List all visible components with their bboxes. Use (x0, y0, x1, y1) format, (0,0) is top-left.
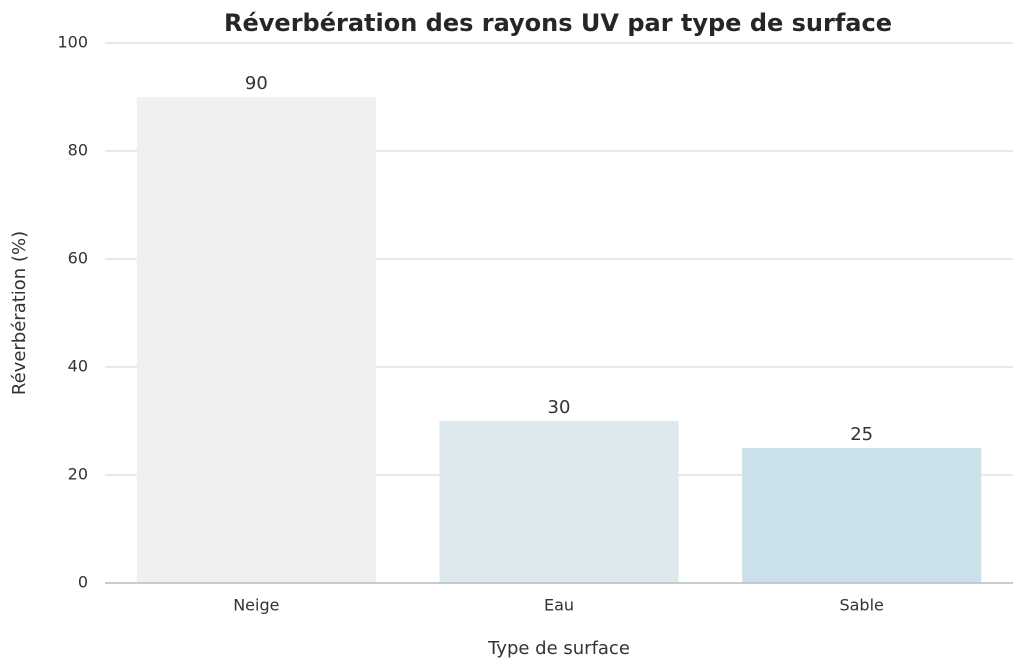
y-tick-label: 0 (78, 573, 88, 592)
x-tick-label: Eau (544, 596, 574, 615)
y-tick-label: 20 (68, 465, 88, 484)
value-label: 90 (245, 73, 268, 94)
y-tick-label: 100 (57, 33, 88, 52)
bar (136, 97, 376, 583)
value-label: 30 (548, 397, 571, 418)
value-label: 25 (850, 424, 873, 445)
chart-title: Réverbération des rayons UV par type de … (224, 9, 892, 37)
x-tick-label: Sable (839, 596, 883, 615)
y-tick-label: 40 (68, 357, 88, 376)
y-tick-label: 80 (68, 141, 88, 160)
bar (742, 448, 982, 583)
bar (439, 421, 679, 583)
y-tick-label: 60 (68, 249, 88, 268)
x-tick-label: Neige (233, 596, 279, 615)
y-axis-label: Réverbération (%) (9, 231, 30, 395)
x-axis-label: Type de surface (487, 638, 630, 659)
